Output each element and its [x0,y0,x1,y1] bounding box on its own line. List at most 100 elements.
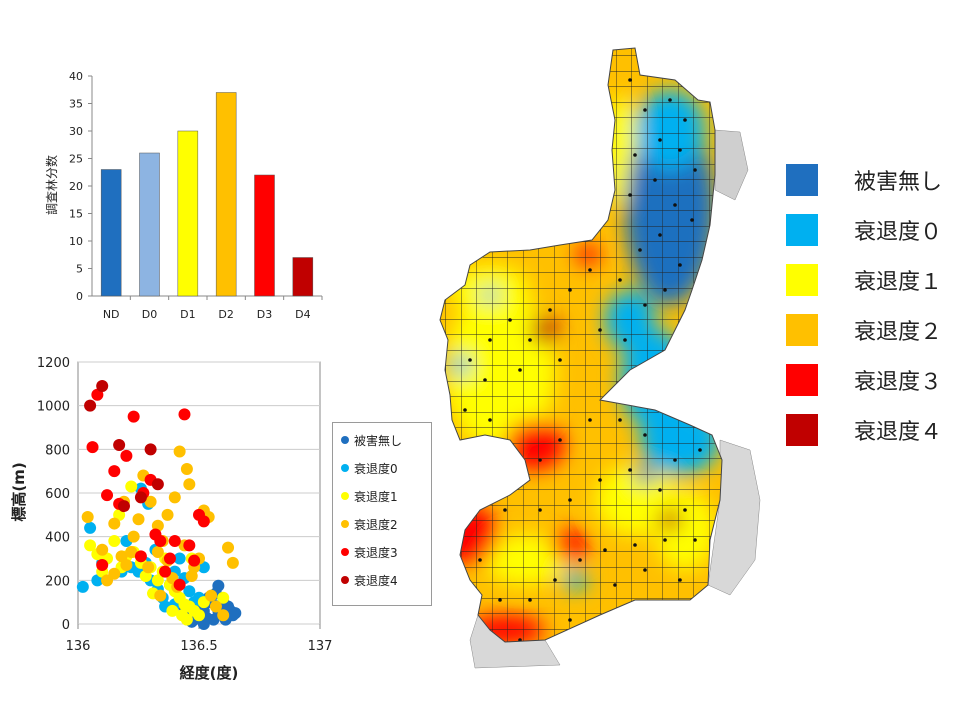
scatter-point [151,545,164,558]
scatter-point [217,609,230,622]
scatter-point [96,380,109,393]
survey-point [618,278,622,282]
map-legend-item: 被害無し [786,164,942,196]
map-legend-label: 衰退度４ [854,420,943,445]
bar-x-tick-label: D1 [180,308,195,321]
survey-point [693,538,697,542]
survey-point [658,398,662,402]
survey-point [673,203,677,207]
bar-x-tick-label: D0 [142,308,157,321]
survey-point [463,408,467,412]
map-legend-label: 衰退度０ [854,220,943,245]
bar-y-tick-label: 15 [69,208,83,221]
scatter-point [144,443,157,456]
legend-swatch-icon [786,264,818,296]
survey-point [653,178,657,182]
scatter-point [84,399,97,412]
scatter-point [113,508,126,521]
scatter-grid [77,361,321,625]
survey-point [568,288,572,292]
scatter-point [222,541,235,554]
survey-point [503,508,507,512]
scatter-point [134,550,147,563]
scatter-point [163,552,176,565]
scatter-legend-label: 衰退度4 [354,573,398,588]
scatter-point [180,613,193,626]
bar-d2 [215,92,237,297]
survey-point [513,458,517,462]
scatter-point [96,543,109,556]
scatter-point [81,511,94,524]
bar-y-tick-label: 10 [69,235,83,248]
scatter-legend-label: 衰退度2 [354,517,398,532]
map-legend-label: 衰退度１ [854,270,943,295]
scatter-point [159,565,172,578]
survey-point [628,78,632,82]
legend-marker-icon [341,464,349,472]
survey-point [553,578,557,582]
survey-point [690,218,694,222]
scatter-point [209,600,222,613]
scatter-point [183,585,196,598]
scatter-point [132,513,145,526]
scatter-y-tick-label: 600 [45,487,70,502]
bar-y-tick-label: 5 [76,263,83,276]
bar-d0 [139,152,160,297]
scatter-legend-item: 衰退度3 [341,543,398,561]
scatter-point [108,465,121,478]
survey-point [473,478,477,482]
scatter-x-axis-label: 経度(度) [180,664,239,682]
scatter-legend: 被害無し 衰退度0 衰退度1 衰退度2 衰退度3 衰退度4 [332,422,432,606]
legend-swatch-icon [786,314,818,346]
scatter-point [173,445,186,458]
map-legend-label: 衰退度２ [854,320,943,345]
survey-point [623,338,627,342]
scatter-x-tick-label: 137 [308,639,333,654]
survey-point [613,583,617,587]
survey-point [558,438,562,442]
map-legend-item: 衰退度３ [786,364,942,396]
bar-nd [100,169,122,297]
survey-point [488,338,492,342]
scatter-points [76,380,242,630]
legend-swatch-icon [786,164,818,196]
survey-point [658,233,662,237]
survey-point [558,358,562,362]
scatter-legend-label: 衰退度3 [354,545,398,560]
survey-point [688,408,692,412]
scatter-point [217,591,230,604]
bar-y-tick-label: 0 [76,290,83,303]
bar-y-tick-label: 30 [69,125,83,138]
legend-marker-icon [341,520,349,528]
scatter-point [113,438,126,451]
scatter-point [134,491,147,504]
bar-d1 [177,130,199,297]
scatter-point [173,552,186,565]
survey-point [598,478,602,482]
scatter-point [84,521,97,534]
scatter-point [197,618,210,630]
survey-point [628,193,632,197]
survey-point [598,328,602,332]
scatter-point [120,559,133,572]
scatter-series-3 [81,445,239,622]
scatter-point [125,480,138,493]
survey-point [638,368,642,372]
prefecture-outline [439,47,723,643]
scatter-point [197,561,210,574]
bar-x-tick-label: D3 [257,308,272,321]
scatter-point [142,561,155,574]
scatter-x-ticks: 136 136.5 137 [66,624,333,654]
survey-point [698,448,702,452]
map-legend-label: 衰退度３ [854,370,943,395]
scatter-y-tick-label: 200 [45,574,70,589]
scatter-legend-item: 衰退度4 [341,571,398,589]
survey-point [673,458,677,462]
survey-point [638,248,642,252]
survey-point [508,318,512,322]
bar-d4 [292,257,314,297]
scatter-y-tick-label: 800 [45,443,70,458]
survey-point [568,498,572,502]
scatter-point [193,609,205,622]
scatter-y-axis-label: 標高(m) [10,462,28,521]
